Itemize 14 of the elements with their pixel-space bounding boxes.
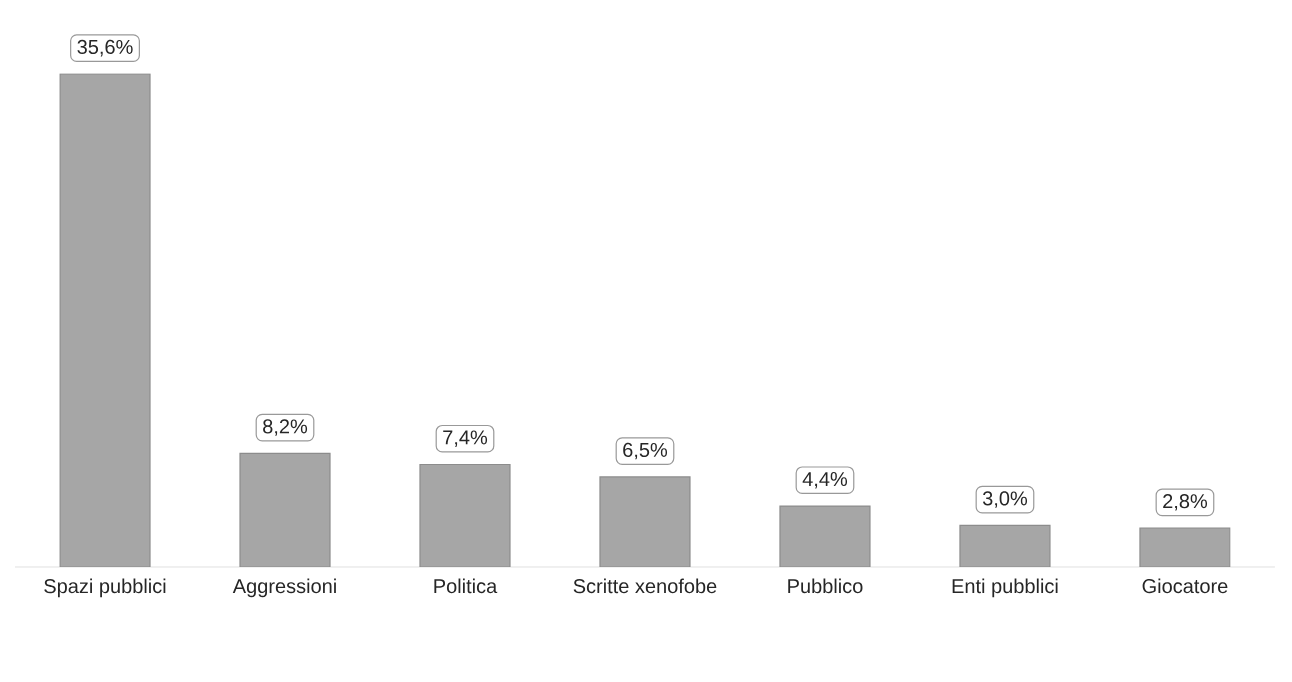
data-label: 2,8% (1163, 494, 1208, 511)
x-tick-label: Scritte xenofobe (573, 578, 717, 594)
x-tick-label: Politica (434, 578, 498, 594)
x-tick-label: Pubblico (788, 578, 863, 594)
x-tick-label: Spazi pubblici (44, 578, 166, 598)
x-tick-label: Giocatore (1142, 578, 1228, 594)
data-label: 7,4% (443, 430, 488, 447)
data-label: 35,6% (77, 39, 133, 57)
data-label: 3,0% (982, 491, 1028, 508)
data-label: 4,4% (802, 472, 848, 489)
x-tick-label: Aggressioni (232, 578, 336, 598)
data-label: 6,5% (623, 442, 668, 460)
data-label: 8,2% (263, 419, 308, 436)
x-tick-label: Enti pubblici (952, 578, 1058, 598)
